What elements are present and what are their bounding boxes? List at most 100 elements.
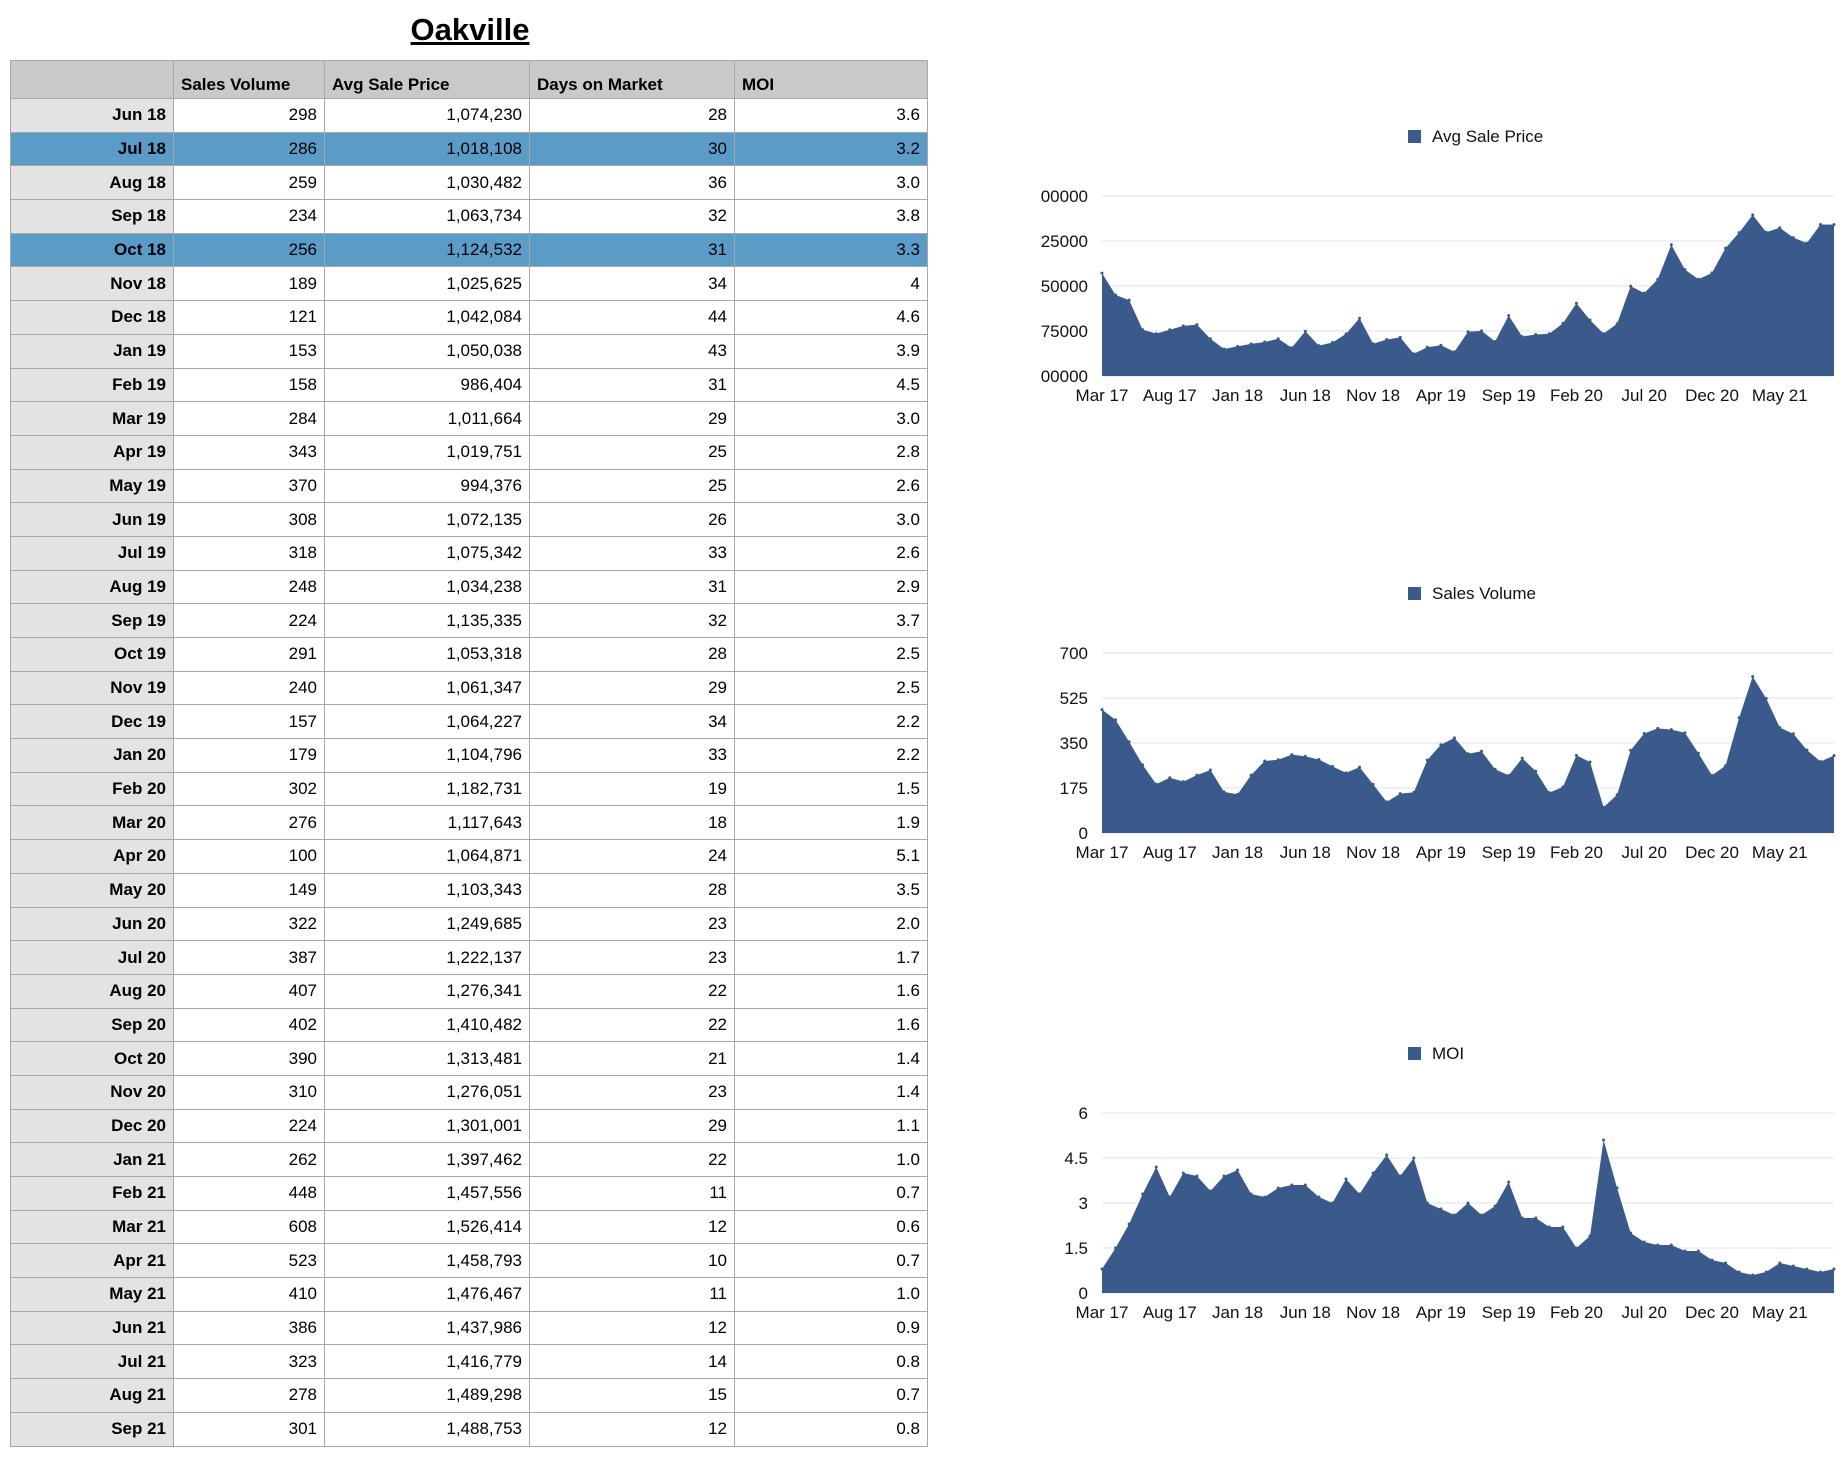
data-point (1642, 291, 1646, 295)
table-row[interactable]: Aug 21 278 1,489,298 15 0.7 (10, 1378, 928, 1413)
table-cell: 1,061,347 (324, 670, 530, 706)
row-header-month: Oct 19 (10, 637, 174, 672)
table-cell: 31 (529, 232, 735, 268)
table-cell: 301 (173, 1411, 325, 1447)
table-row[interactable]: Aug 20 407 1,276,341 22 1.6 (10, 973, 928, 1009)
data-point (1751, 213, 1755, 217)
data-point (1818, 760, 1822, 764)
table-cell: 3.7 (734, 603, 928, 638)
x-tick-label: Jun 18 (1280, 1303, 1331, 1322)
table-row[interactable]: Jun 18 298 1,074,230 28 3.6 (10, 98, 928, 133)
table-cell: 36 (529, 165, 735, 201)
data-point (1534, 769, 1538, 773)
table-row[interactable]: Jul 20 387 1,222,137 23 1.7 (10, 940, 928, 975)
table-row[interactable]: Nov 19 240 1,061,347 29 2.5 (10, 670, 928, 706)
x-tick-label: Jan 18 (1212, 1303, 1263, 1322)
table-row[interactable]: Jun 19 308 1,072,135 26 3.0 (10, 502, 928, 537)
table-row[interactable]: Jul 19 318 1,075,342 33 2.6 (10, 535, 928, 571)
table-row[interactable]: Dec 18 121 1,042,084 44 4.6 (10, 300, 928, 335)
table-row[interactable]: Dec 20 224 1,301,001 29 1.1 (10, 1108, 928, 1144)
table-row[interactable]: Feb 19 158 986,404 31 4.5 (10, 367, 928, 403)
table-row[interactable]: Feb 20 302 1,182,731 19 1.5 (10, 771, 928, 807)
table-cell: 1,489,298 (324, 1378, 530, 1413)
table-row[interactable]: Oct 18 256 1,124,532 31 3.3 (10, 232, 928, 268)
table-row[interactable]: May 20 149 1,103,343 28 3.5 (10, 872, 928, 908)
table-row[interactable]: May 19 370 994,376 25 2.6 (10, 468, 928, 504)
data-point (1276, 1186, 1280, 1190)
table-row[interactable]: Jun 21 386 1,437,986 12 0.9 (10, 1310, 928, 1346)
table-cell: 10 (529, 1243, 735, 1279)
data-point (1141, 1192, 1145, 1196)
data-point (1317, 1195, 1321, 1199)
table-row[interactable]: Feb 21 448 1,457,556 11 0.7 (10, 1176, 928, 1211)
table-row[interactable]: Nov 18 189 1,025,625 34 4 (10, 266, 928, 302)
table-row[interactable]: Jan 21 262 1,397,462 22 1.0 (10, 1142, 928, 1177)
x-tick-label: Mar 17 (1076, 386, 1129, 405)
table-row[interactable]: Jun 20 322 1,249,685 23 2.0 (10, 906, 928, 942)
table-row[interactable]: Jan 20 179 1,104,796 33 2.2 (10, 738, 928, 773)
table-row[interactable]: Oct 19 291 1,053,318 28 2.5 (10, 637, 928, 672)
table-row[interactable]: Apr 20 100 1,064,871 24 5.1 (10, 839, 928, 874)
data-point (1263, 1195, 1267, 1199)
x-tick-label: Aug 17 (1143, 843, 1197, 862)
y-tick-label: 1600000 (1040, 187, 1088, 206)
table-cell: 29 (529, 670, 735, 706)
data-point (1141, 328, 1145, 332)
table-row[interactable]: Dec 19 157 1,064,227 34 2.2 (10, 704, 928, 740)
data-point (1520, 756, 1524, 760)
table-row[interactable]: Mar 21 608 1,526,414 12 0.6 (10, 1209, 928, 1245)
table-cell: 3.0 (734, 401, 928, 436)
table-cell: 1,064,227 (324, 704, 530, 740)
data-point (1181, 1171, 1185, 1175)
table-cell: 29 (529, 1108, 735, 1144)
table-row[interactable]: Sep 18 234 1,063,734 32 3.8 (10, 199, 928, 234)
data-point (1452, 1213, 1456, 1217)
table-cell: 30 (529, 131, 735, 167)
table-cell: 32 (529, 199, 735, 234)
table-row[interactable]: Apr 19 343 1,019,751 25 2.8 (10, 434, 928, 470)
table-row[interactable]: Aug 18 259 1,030,482 36 3.0 (10, 165, 928, 201)
table-row[interactable]: Sep 21 301 1,488,753 12 0.8 (10, 1411, 928, 1447)
row-header-month: Jan 20 (10, 738, 174, 773)
table-cell: 1,301,001 (324, 1108, 530, 1144)
table-cell: 322 (173, 906, 325, 942)
data-point (1818, 222, 1822, 226)
legend-swatch (1408, 1047, 1421, 1060)
row-header-month: Nov 18 (10, 266, 174, 302)
table-cell: 0.7 (734, 1243, 928, 1279)
data-point (1425, 1201, 1429, 1205)
table-row[interactable]: Aug 19 248 1,034,238 31 2.9 (10, 569, 928, 605)
data-point (1656, 726, 1660, 730)
table-cell: 1,104,796 (324, 738, 530, 773)
table-cell: 2.9 (734, 569, 928, 605)
table-cell: 1,416,779 (324, 1344, 530, 1380)
table-row[interactable]: Nov 20 310 1,276,051 23 1.4 (10, 1074, 928, 1110)
table-row[interactable]: Sep 19 224 1,135,335 32 3.7 (10, 603, 928, 638)
table-cell: 121 (173, 300, 325, 335)
table-row[interactable]: Sep 20 402 1,410,482 22 1.6 (10, 1007, 928, 1043)
table-row[interactable]: Mar 20 276 1,117,643 18 1.9 (10, 805, 928, 841)
table-cell: 1,410,482 (324, 1007, 530, 1043)
table-cell: 2.5 (734, 670, 928, 706)
row-header-month: Jan 19 (10, 333, 174, 369)
table-row[interactable]: Jul 21 323 1,416,779 14 0.8 (10, 1344, 928, 1380)
data-point (1371, 782, 1375, 786)
table-cell: 2.2 (734, 704, 928, 740)
data-point (1114, 1246, 1118, 1250)
table-row[interactable]: Jan 19 153 1,050,038 43 3.9 (10, 333, 928, 369)
table-row[interactable]: May 21 410 1,476,467 11 1.0 (10, 1277, 928, 1312)
data-point (1276, 337, 1280, 341)
table-cell: 262 (173, 1142, 325, 1177)
table-row[interactable]: Oct 20 390 1,313,481 21 1.4 (10, 1041, 928, 1076)
table-cell: 3.5 (734, 872, 928, 908)
data-point (1439, 743, 1443, 747)
row-header-month: Mar 20 (10, 805, 174, 841)
table-row[interactable]: Apr 21 523 1,458,793 10 0.7 (10, 1243, 928, 1279)
table-row[interactable]: Jul 18 286 1,018,108 30 3.2 (10, 131, 928, 167)
table-row[interactable]: Mar 19 284 1,011,664 29 3.0 (10, 401, 928, 436)
data-point (1425, 345, 1429, 349)
table-cell: 1,063,734 (324, 199, 530, 234)
data-point (1181, 780, 1185, 784)
row-header-month: Sep 20 (10, 1007, 174, 1043)
table-cell: 994,376 (324, 468, 530, 504)
